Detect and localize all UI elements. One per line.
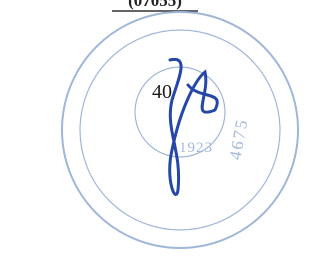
stamp-number: 40 xyxy=(152,81,172,103)
background xyxy=(0,0,299,269)
document-fragment: (07055) 1923 4675 40 xyxy=(0,0,299,269)
stamp-year: 1923 xyxy=(179,140,213,156)
code-text: (07055) xyxy=(128,0,182,10)
